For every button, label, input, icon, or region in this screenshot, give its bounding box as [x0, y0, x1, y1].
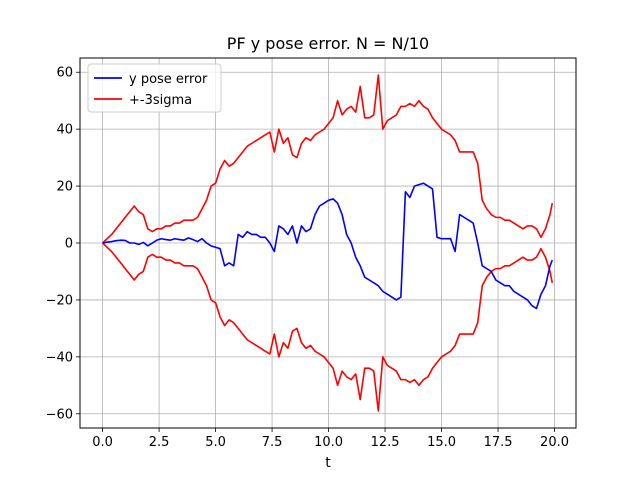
x-tick-label: 15.0: [427, 435, 456, 450]
y-tick-label: −20: [46, 293, 73, 308]
y-tick-label: −60: [46, 407, 73, 422]
legend-label-3sigma: +-3sigma: [129, 93, 192, 108]
x-tick-label: 17.5: [484, 435, 513, 450]
x-tick-label: 12.5: [371, 435, 400, 450]
series-layer: [102, 74, 554, 412]
series-line-3sigma-lower: [102, 242, 554, 412]
x-tick-label: 20.0: [540, 435, 569, 450]
chart-title: PF y pose error. N = N/10: [227, 34, 429, 53]
x-tick-label: 5.0: [205, 435, 226, 450]
x-axis-label: t: [325, 455, 331, 471]
y-tick-label: 20: [56, 180, 73, 195]
legend-box: [87, 63, 222, 113]
x-tick-label: 2.5: [149, 435, 170, 450]
legend: y pose error +-3sigma: [87, 63, 222, 113]
series-line-3sigma-upper: [102, 74, 554, 244]
grid: [80, 58, 576, 428]
y-tick-label: 60: [56, 66, 73, 81]
series-line-y-pose-error: [102, 182, 554, 310]
y-tick-label: 40: [56, 123, 73, 138]
y-tick-label: −40: [46, 350, 73, 365]
x-tick-label: 0.0: [92, 435, 113, 450]
legend-label-y-pose-error: y pose error: [129, 72, 208, 87]
ticks: 0.0 2.5 5.0 7.5 10.0 12.5 15.0 17.5 20.0 −60 −40 −2…: [46, 66, 569, 450]
y-tick-label: 0: [65, 237, 73, 252]
x-tick-label: 7.5: [262, 435, 283, 450]
x-tick-label: 10.0: [314, 435, 343, 450]
